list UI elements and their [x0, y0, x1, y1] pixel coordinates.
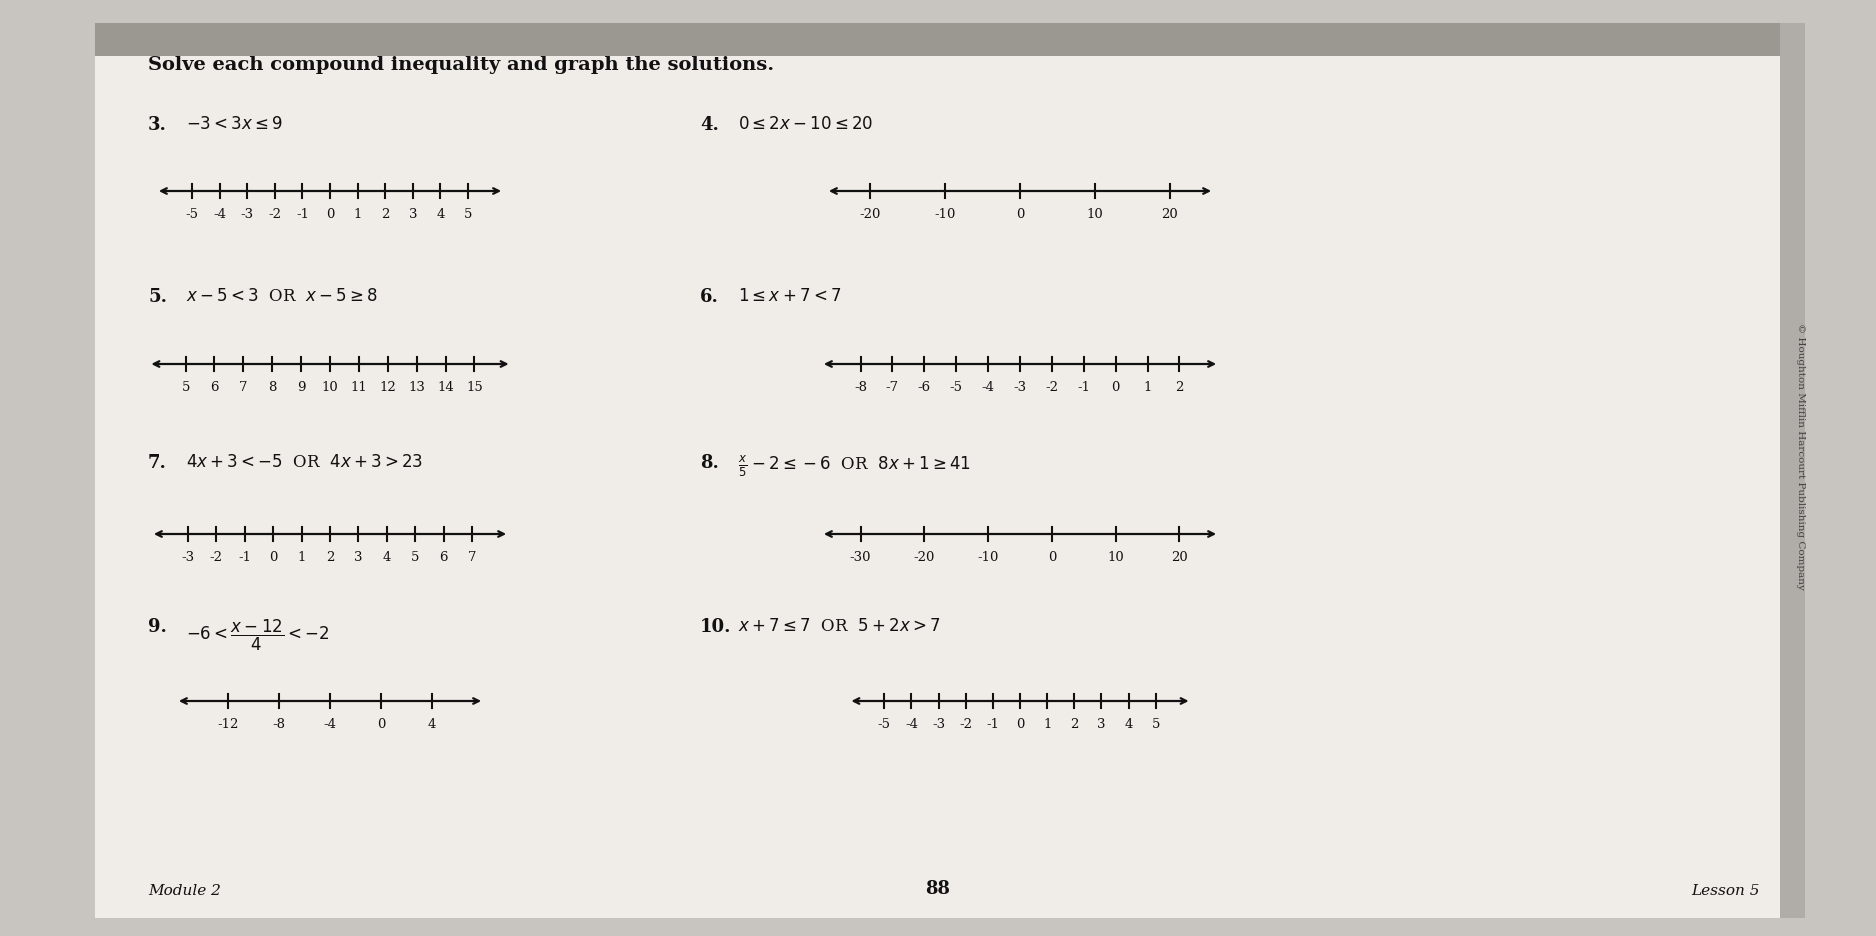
- Text: 4.: 4.: [700, 116, 719, 134]
- Text: 7: 7: [467, 551, 477, 564]
- Text: $-3 < 3x \leq 9$: $-3 < 3x \leq 9$: [186, 116, 283, 133]
- Text: 12: 12: [379, 381, 396, 394]
- Text: 4: 4: [1124, 718, 1133, 731]
- Text: 88: 88: [925, 880, 951, 898]
- Text: 1: 1: [1043, 718, 1051, 731]
- Text: 8: 8: [268, 381, 276, 394]
- Text: 0: 0: [377, 718, 385, 731]
- Text: 2: 2: [1174, 381, 1184, 394]
- Text: -4: -4: [981, 381, 994, 394]
- Text: Lesson 5: Lesson 5: [1692, 884, 1760, 898]
- Text: $4x + 3 < -5$  OR  $4x + 3 > 23$: $4x + 3 < -5$ OR $4x + 3 > 23$: [186, 454, 424, 471]
- Text: -3: -3: [1013, 381, 1026, 394]
- Text: -7: -7: [885, 381, 899, 394]
- Text: 1: 1: [353, 208, 362, 221]
- Text: 7: 7: [238, 381, 248, 394]
- Text: -12: -12: [218, 718, 238, 731]
- Text: -4: -4: [323, 718, 336, 731]
- Text: 3: 3: [355, 551, 362, 564]
- Text: -30: -30: [850, 551, 870, 564]
- Text: 15: 15: [465, 381, 482, 394]
- Text: 1: 1: [1142, 381, 1152, 394]
- Text: 3: 3: [1097, 718, 1105, 731]
- Text: -3: -3: [240, 208, 253, 221]
- Text: 2: 2: [1069, 718, 1079, 731]
- Text: 0: 0: [326, 208, 334, 221]
- Text: -1: -1: [238, 551, 251, 564]
- Text: Module 2: Module 2: [148, 884, 221, 898]
- Text: $1 \leq x + 7 < 7$: $1 \leq x + 7 < 7$: [737, 288, 840, 305]
- Bar: [96, 23, 1805, 56]
- Text: -4: -4: [904, 718, 917, 731]
- Text: -8: -8: [272, 718, 285, 731]
- Bar: [1780, 23, 1805, 918]
- Text: 3: 3: [409, 208, 416, 221]
- Text: 5: 5: [463, 208, 473, 221]
- Text: 5.: 5.: [148, 288, 167, 306]
- Text: 6: 6: [439, 551, 448, 564]
- Text: -1: -1: [1077, 381, 1090, 394]
- Text: 11: 11: [351, 381, 368, 394]
- Text: -8: -8: [854, 381, 867, 394]
- Text: 5: 5: [411, 551, 420, 564]
- Text: -2: -2: [959, 718, 972, 731]
- Text: 0: 0: [1015, 208, 1024, 221]
- Text: 0: 0: [268, 551, 278, 564]
- Text: 0: 0: [1047, 551, 1056, 564]
- Text: $x - 5 < 3$  OR  $x - 5 \geq 8$: $x - 5 < 3$ OR $x - 5 \geq 8$: [186, 288, 379, 305]
- Text: 9: 9: [296, 381, 306, 394]
- Text: -3: -3: [182, 551, 195, 564]
- Text: -2: -2: [1045, 381, 1058, 394]
- Text: -10: -10: [977, 551, 998, 564]
- Text: 9.: 9.: [148, 618, 167, 636]
- Text: 2: 2: [326, 551, 334, 564]
- Text: -4: -4: [214, 208, 227, 221]
- Text: -3: -3: [932, 718, 946, 731]
- Text: -5: -5: [878, 718, 891, 731]
- Text: 6: 6: [210, 381, 219, 394]
- Text: 8.: 8.: [700, 454, 719, 472]
- Text: 1: 1: [298, 551, 306, 564]
- Text: 4: 4: [383, 551, 390, 564]
- Text: 20: 20: [1161, 208, 1178, 221]
- Text: 10: 10: [1107, 551, 1124, 564]
- Text: 6.: 6.: [700, 288, 719, 306]
- Text: $0 \leq 2x - 10 \leq 20$: $0 \leq 2x - 10 \leq 20$: [737, 116, 874, 133]
- Text: 5: 5: [182, 381, 189, 394]
- Text: -5: -5: [186, 208, 199, 221]
- Text: 2: 2: [381, 208, 390, 221]
- Text: $x + 7 \leq 7$  OR  $5 + 2x > 7$: $x + 7 \leq 7$ OR $5 + 2x > 7$: [737, 618, 940, 635]
- Text: $-6 < \dfrac{x-12}{4} < -2$: $-6 < \dfrac{x-12}{4} < -2$: [186, 618, 330, 653]
- Text: $\frac{x}{5} - 2 \leq -6$  OR  $8x + 1 \geq 41$: $\frac{x}{5} - 2 \leq -6$ OR $8x + 1 \ge…: [737, 454, 972, 479]
- Text: 20: 20: [1171, 551, 1188, 564]
- Text: 5: 5: [1152, 718, 1159, 731]
- Text: 0: 0: [1111, 381, 1120, 394]
- Text: 13: 13: [409, 381, 426, 394]
- Text: 14: 14: [437, 381, 454, 394]
- Text: -10: -10: [934, 208, 955, 221]
- Text: -2: -2: [268, 208, 281, 221]
- Text: © Houghton Mifflin Harcourt Publishing Company: © Houghton Mifflin Harcourt Publishing C…: [1795, 323, 1805, 590]
- Text: -6: -6: [917, 381, 930, 394]
- Text: -20: -20: [859, 208, 880, 221]
- Text: 10: 10: [1086, 208, 1103, 221]
- Text: 0: 0: [1015, 718, 1024, 731]
- Text: 3.: 3.: [148, 116, 167, 134]
- Text: -1: -1: [987, 718, 1000, 731]
- Text: 7.: 7.: [148, 454, 167, 472]
- Text: -5: -5: [949, 381, 962, 394]
- Text: -2: -2: [210, 551, 223, 564]
- Text: 4: 4: [435, 208, 445, 221]
- Text: 10.: 10.: [700, 618, 732, 636]
- Text: -1: -1: [296, 208, 310, 221]
- Text: -20: -20: [914, 551, 934, 564]
- Text: Solve each compound inequality and graph the solutions.: Solve each compound inequality and graph…: [148, 56, 775, 74]
- Text: 10: 10: [321, 381, 338, 394]
- Text: 4: 4: [428, 718, 435, 731]
